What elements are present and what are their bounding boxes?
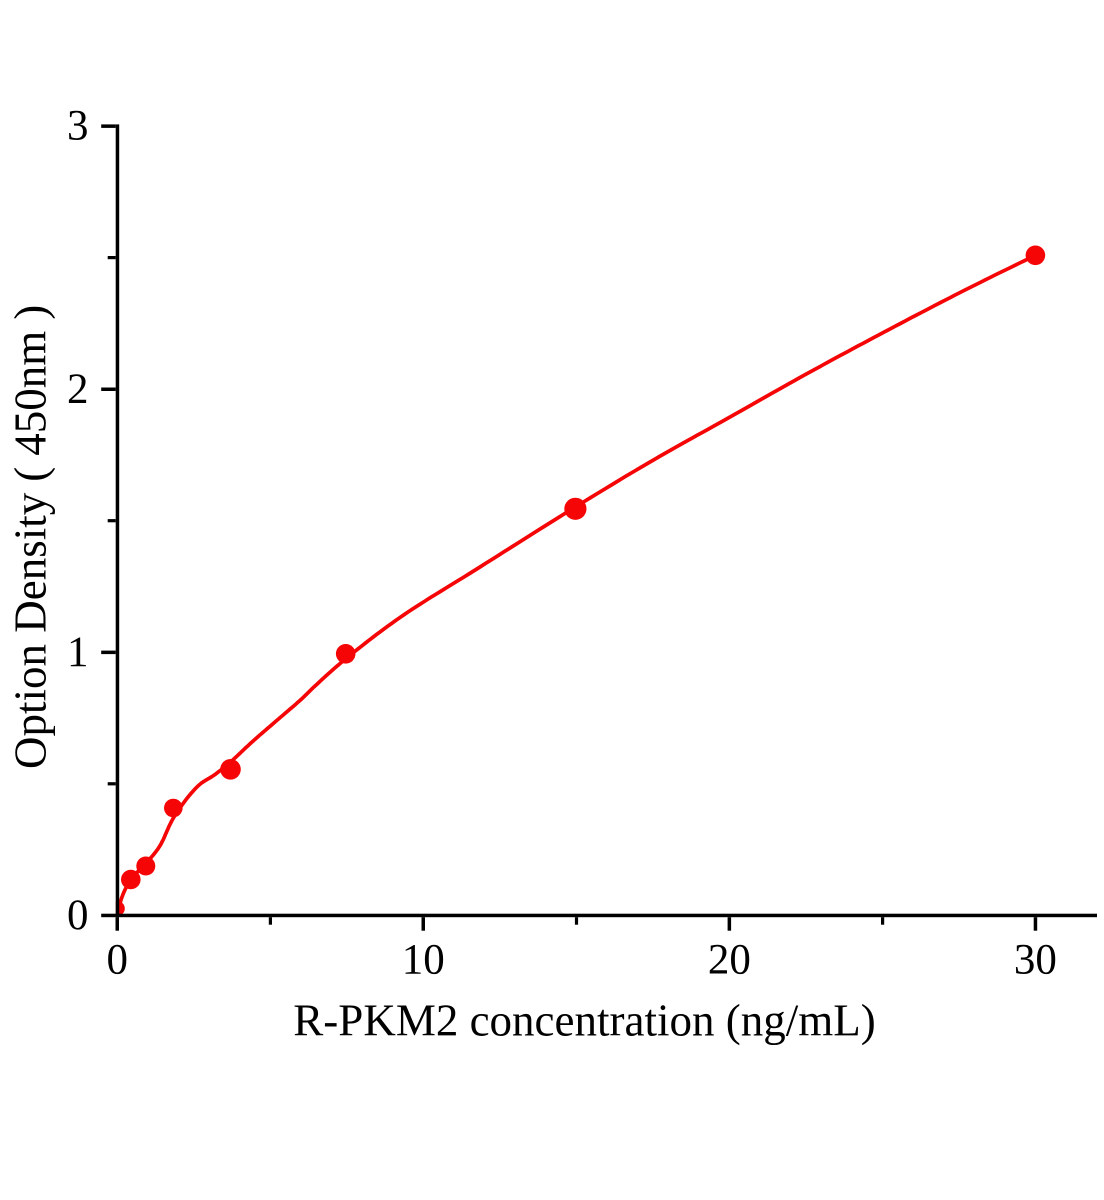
- svg-text:Option Density(450nm): Option Density(450nm): [6, 305, 56, 769]
- svg-text:3: 3: [67, 103, 89, 150]
- svg-text:20: 20: [708, 937, 751, 984]
- svg-text:2: 2: [67, 366, 89, 413]
- svg-text:0: 0: [67, 892, 89, 939]
- svg-text:10: 10: [402, 937, 445, 984]
- svg-text:0: 0: [106, 937, 128, 984]
- svg-text:30: 30: [1014, 937, 1057, 984]
- svg-text:1: 1: [67, 629, 89, 676]
- svg-text:R-PKM2 concentration (ng/mL): R-PKM2 concentration (ng/mL): [293, 995, 875, 1045]
